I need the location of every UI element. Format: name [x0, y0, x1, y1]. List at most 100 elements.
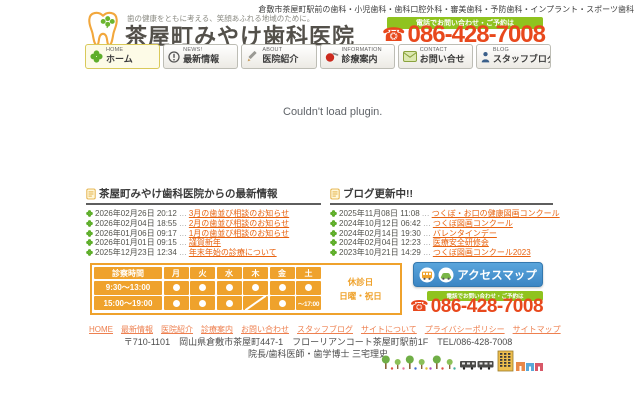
clover-bullet-icon — [86, 239, 93, 247]
open-circle — [305, 284, 312, 291]
flowers — [390, 367, 456, 370]
separator: … — [178, 219, 187, 229]
footer-link[interactable]: お問い合わせ — [241, 325, 289, 334]
item-datetime: 2026年02月04日 18:55 — [95, 219, 177, 229]
footer-link[interactable]: HOME — [89, 325, 113, 334]
list-item: 2026年02月04日 18:55 … 2月の歯並び相談のお知らせ — [86, 219, 321, 229]
footer-link[interactable]: プライバシーポリシー — [424, 325, 505, 334]
header-phone-banner: 電話でお問い合わせ・ご予約は — [387, 17, 543, 29]
closed-slash — [244, 296, 267, 310]
open-circle — [172, 299, 180, 307]
item-link[interactable]: 3月の歯並び相談のお知らせ — [188, 209, 290, 219]
separator: … — [178, 248, 187, 258]
tab-contact[interactable]: CONTACT お問い合せ — [397, 44, 473, 69]
open-marker-cell — [296, 280, 321, 295]
tab-news[interactable]: NEWS! 最新情報 — [163, 44, 239, 69]
footer-link[interactable]: 診療案内 — [201, 325, 233, 334]
footer-link[interactable]: 最新情報 — [121, 325, 153, 334]
item-link[interactable]: 1月の歯並び相談のお知らせ — [188, 228, 290, 238]
tab-home[interactable]: HOME ホーム — [85, 44, 161, 69]
clover-bullet-icon — [86, 229, 93, 237]
clover-bullet-icon — [330, 229, 337, 237]
item-datetime: 2024年10月12日 06:42 — [339, 219, 421, 229]
header-phone-number: 086-428-7008 — [407, 21, 546, 48]
item-link[interactable]: つくぼ図画コンクール2023 — [432, 248, 531, 258]
item-link[interactable]: 2月の歯並び相談のお知らせ — [188, 219, 290, 229]
day-header: 木 — [243, 267, 268, 279]
clinic-logo[interactable]: 歯の健康をともに考える、笑顔あふれる地域のために。 茶屋町みやけ歯科医院 — [86, 10, 355, 48]
tab-blog[interactable]: BLOG スタッフブログ — [475, 44, 552, 69]
open-circle — [278, 299, 286, 307]
footer-phone-number: 086-428-7008 — [430, 296, 544, 317]
pencil-icon — [246, 50, 259, 63]
time-slot-label: 9:30～13:00 — [94, 280, 162, 295]
plugin-error-message: Couldn't load plugin. — [283, 106, 383, 118]
open-marker-cell — [216, 280, 242, 295]
separator: … — [178, 228, 187, 238]
phone-icon: ☎ — [381, 24, 406, 46]
footer-link[interactable]: スタッフブログ — [297, 325, 353, 334]
item-datetime: 2026年01月01日 09:15 — [95, 238, 177, 248]
footer-phone-banner: 電話でお問い合わせ・ご予約は — [427, 291, 543, 301]
tab-en-label: NEWS! — [183, 47, 203, 54]
separator: … — [178, 209, 187, 219]
tab-labels: HOME ホーム — [106, 48, 133, 64]
town-illustration — [380, 349, 546, 374]
item-link[interactable]: バレンタインデー — [432, 228, 497, 238]
list-item: 2024年02月04日 12:23 … 医療安全研修会 — [330, 238, 553, 248]
clover-bullet-icon — [86, 210, 93, 218]
open-marker-cell — [216, 296, 242, 310]
news-section: 茶屋町みやけ歯科医院からの最新情報 2026年02月26日 20:12 … 3月… — [86, 186, 321, 257]
access-map-label: アクセスマップ — [457, 269, 537, 282]
day-header: 水 — [216, 267, 242, 279]
clover-bullet-icon — [330, 220, 337, 227]
item-link[interactable]: 医療安全研修会 — [432, 238, 489, 248]
access-map-button[interactable]: アクセスマップ — [413, 262, 543, 287]
open-circle — [278, 284, 286, 291]
clinic-name: 茶屋町みやけ歯科医院 — [125, 24, 356, 49]
footer-links: HOME 最新情報 医院紹介 診療案内 お問い合わせ スタッフブログ サイトについて プライバ… — [85, 324, 561, 335]
clover-bullet-icon — [330, 239, 337, 247]
item-link[interactable]: 年末年始の診療について — [188, 248, 277, 258]
open-circle — [225, 299, 233, 307]
blog-list: 2025年11月08日 11:08 … つくぼ・お口の健康図画コンクール 2024… — [330, 209, 560, 258]
item-link[interactable]: つくぼ図画コンクール — [432, 219, 513, 229]
closed-marker-cell — [243, 296, 268, 310]
tooth-logo-icon — [86, 10, 120, 48]
tab-en-label: INFORMATION — [341, 47, 382, 54]
tab-jp-label: お問い合せ — [419, 53, 465, 64]
tab-labels: CONTACT お問い合せ — [420, 48, 465, 64]
tab-about[interactable]: ABOUT 医院紹介 — [241, 44, 317, 69]
director-name: 院長/歯科医師・歯学博士 三宅理史 — [247, 349, 388, 359]
day-header: 金 — [269, 267, 295, 279]
bus-icon — [419, 267, 435, 283]
tab-information[interactable]: INFORMATION 診療案内 — [319, 44, 395, 69]
footer-link[interactable]: サイトマップ — [512, 325, 561, 334]
list-item: 2024年10月12日 06:42 … つくぼ図画コンクール — [330, 219, 553, 229]
footer-link[interactable]: サイトについて — [361, 325, 417, 334]
separator: … — [422, 248, 431, 258]
footer-link[interactable]: 医院紹介 — [161, 325, 193, 334]
trees — [381, 355, 453, 369]
list-item: 2026年01月01日 09:15 … 謹賀新年 — [86, 238, 321, 248]
tab-labels: ABOUT 医院紹介 — [262, 48, 298, 64]
item-link[interactable]: 謹賀新年 — [188, 238, 221, 248]
open-circle — [252, 284, 259, 291]
separator: … — [421, 209, 430, 219]
tab-labels: NEWS! 最新情報 — [183, 48, 219, 64]
footer-phone: ☎ 086-428-7008 — [410, 296, 544, 317]
item-datetime: 2023年10月21日 14:29 — [339, 248, 421, 258]
tab-jp-label: 診療案内 — [341, 53, 378, 64]
clover-bullet-icon — [330, 210, 337, 218]
list-item: 2024年02月14日 19:30 … バレンタインデー — [330, 228, 553, 238]
train — [460, 361, 494, 370]
open-circle — [199, 299, 206, 307]
item-datetime: 2026年02月26日 20:12 — [95, 209, 177, 219]
open-marker-cell — [190, 296, 215, 310]
item-link[interactable]: つくぼ・お口の健康図画コンクール — [431, 209, 560, 219]
day-header: 月 — [163, 267, 189, 279]
news-section-header: 茶屋町みやけ歯科医院からの最新情報 — [86, 186, 321, 205]
services-line: 倉敷市茶屋町駅前の歯科・小児歯科・歯科口腔外科・審美歯科・予防歯科・インプラント… — [258, 5, 634, 14]
header-phone: ☎ 086-428-7008 — [379, 21, 546, 48]
tab-jp-label: 医院紹介 — [262, 53, 299, 64]
